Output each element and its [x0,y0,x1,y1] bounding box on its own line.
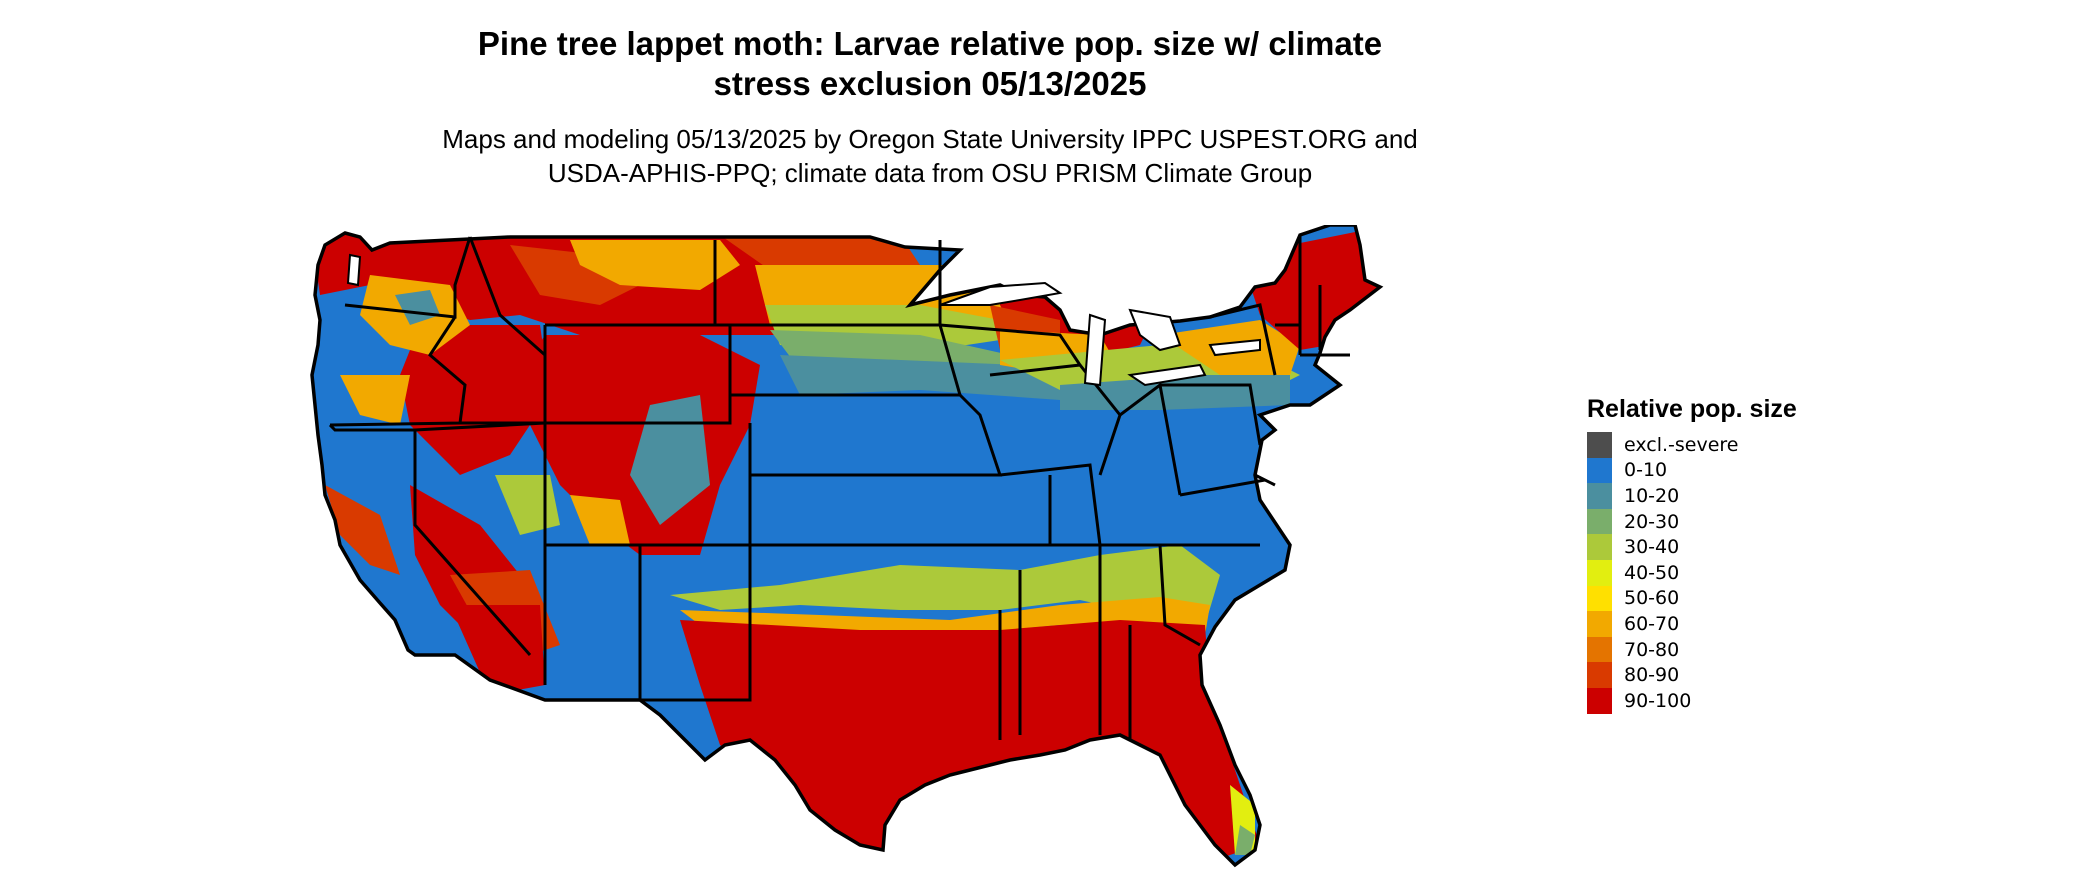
us-map-svg [310,225,1382,867]
legend-swatch [1587,687,1612,714]
zone-montana-60-70 [570,240,740,290]
us-map [300,225,1570,890]
legend-label: 80-90 [1624,664,1680,687]
legend-item: 80-90 [1587,662,1847,688]
legend-swatch [1587,457,1612,484]
legend-item: 0-10 [1587,457,1847,484]
legend-swatch [1587,508,1612,535]
puget-sound [346,253,362,287]
legend-swatch [1587,432,1612,458]
legend-swatch [1587,585,1612,612]
zone-california-80-90 [325,485,400,575]
lake-superior [939,281,1063,306]
legend: Relative pop. size excl.-severe 0-10 10-20… [1587,394,1847,714]
zone-colorado-plains-10-20 [630,395,710,525]
lake-michigan [1083,313,1107,387]
legend-label: 0-10 [1624,459,1668,482]
legend-swatch [1587,636,1612,663]
legend-item: 70-80 [1587,636,1847,663]
title-line-1: Pine tree lappet moth: Larvae relative p… [477,25,1383,62]
legend-label: 10-20 [1624,484,1680,507]
legend-title: Relative pop. size [1587,395,1797,423]
legend-item: 90-100 [1587,687,1847,714]
zone-arizona-90-100 [450,605,545,695]
legend-item: 60-70 [1587,611,1847,637]
lake-ontario [1208,338,1261,357]
zone-oregon-60-70 [340,375,410,425]
legend-label: 20-30 [1624,510,1680,533]
lake-huron [1128,308,1182,352]
legend-swatch [1587,559,1612,586]
state-borders [328,235,1350,740]
legend-swatch [1587,662,1612,688]
map-title: Pine tree lappet moth: Larvae relative p… [430,24,1430,104]
legend-label: 60-70 [1624,612,1680,635]
legend-item: excl.-severe [1587,432,1847,458]
legend-label: 70-80 [1624,638,1680,661]
legend-item: 20-30 [1587,508,1847,535]
legend-label: 40-50 [1624,561,1680,584]
legend-item: 10-20 [1587,483,1847,509]
legend-label: 90-100 [1624,689,1692,712]
zone-new-mexico-60-70 [570,495,630,545]
legend-label: 50-60 [1624,587,1680,610]
legend-swatch [1587,534,1612,560]
zone-florida-tip-20-30 [1235,825,1255,855]
zone-washington-10-20 [395,290,440,325]
title-line-2: stress exclusion 05/13/2025 [713,65,1147,102]
subtitle-line-1: Maps and modeling 05/13/2025 by Oregon S… [442,124,1418,154]
legend-items: excl.-severe 0-10 10-20 20-30 30-40 40-50 50-6… [1587,432,1847,714]
legend-label: excl.-severe [1624,433,1739,456]
legend-swatch [1587,611,1612,637]
legend-item: 50-60 [1587,585,1847,612]
map-subtitle: Maps and modeling 05/13/2025 by Oregon S… [380,122,1480,190]
legend-item: 40-50 [1587,559,1847,586]
zone-montana-80-90 [510,245,640,305]
zone-dakota-80-90 [720,235,920,270]
zone-south-30-40 [670,545,1220,625]
zone-gulf-90-100 [680,620,1260,865]
legend-swatch [1587,483,1612,509]
lake-erie [1127,363,1207,387]
legend-label: 30-40 [1624,536,1680,559]
legend-item: 30-40 [1587,534,1847,560]
subtitle-line-2: USDA-APHIS-PPQ; climate data from OSU PR… [547,158,1313,188]
